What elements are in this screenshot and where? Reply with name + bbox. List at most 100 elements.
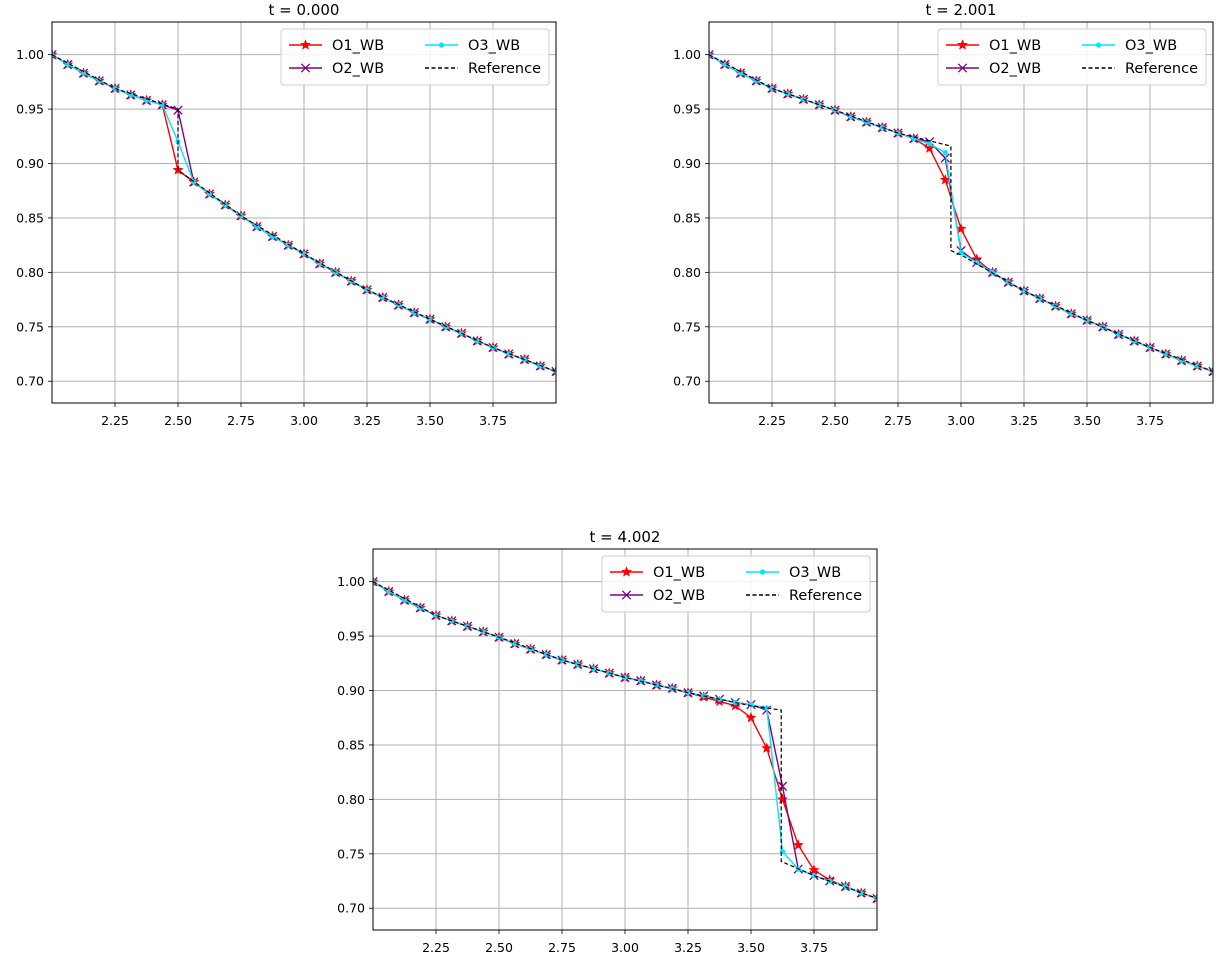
series-line-reference (52, 54, 556, 372)
y-tick-label: 0.95 (673, 102, 701, 117)
legend: O1_WB O2_WB O3_WB Reference (280, 28, 550, 86)
legend-label: O2_WB (332, 61, 384, 77)
legend-marker (438, 42, 445, 48)
x-tick-label: 2.25 (758, 413, 786, 428)
y-tick-label: 0.90 (337, 683, 365, 698)
data-point-o3-wb (543, 651, 549, 658)
x-tick-label: 3.00 (947, 413, 975, 428)
y-tick-label: 0.80 (16, 265, 44, 280)
legend-marker (300, 63, 311, 73)
data-point-o3-wb (480, 629, 486, 635)
data-point-o2-wb (709, 49, 714, 60)
legend-marker (299, 39, 312, 50)
y-tick-label: 0.85 (337, 737, 365, 752)
x-tick-label: 2.25 (101, 413, 129, 428)
data-point-o3-wb (1021, 288, 1027, 294)
legend-label: O2_WB (989, 61, 1041, 77)
x-tick-label: 3.25 (353, 413, 381, 428)
x-tick-label: 3.50 (416, 413, 444, 428)
x-tick-label: 3.75 (800, 940, 828, 955)
x-tick-label: 3.25 (674, 940, 702, 955)
y-tick-label: 0.80 (673, 265, 701, 280)
data-point-o3-wb (427, 316, 433, 322)
data-point-o3-wb (401, 597, 408, 603)
y-tick-label: 0.90 (16, 156, 44, 171)
data-point-o3-wb (506, 351, 512, 357)
legend-marker (620, 566, 633, 577)
data-point-o3-wb (722, 61, 728, 68)
legend-label: O3_WB (468, 38, 520, 54)
x-tick-label: 3.25 (1010, 413, 1038, 428)
x-tick-label: 3.50 (1073, 413, 1101, 428)
x-tick-label: 2.50 (821, 413, 849, 428)
legend-box (601, 555, 871, 613)
data-point-o3-wb (380, 294, 386, 301)
plot-area (52, 48, 556, 377)
legend-marker (957, 63, 968, 73)
chart-panel-3: 2.25 2.50 2.75 3.00 3.25 3.50 3.75 0.70 0.75 0.80… (337, 528, 878, 955)
x-tick-label: 2.75 (548, 940, 576, 955)
axes-frame (372, 548, 878, 931)
legend-marker (956, 39, 969, 50)
legend: O1_WB O2_WB O3_WB Reference (937, 28, 1207, 86)
y-tick-label: 0.85 (16, 210, 44, 225)
data-point-o2-wb (1208, 366, 1213, 377)
x-tick-label: 2.25 (422, 940, 450, 955)
data-point-o3-wb (811, 872, 817, 879)
series-line-reference (373, 581, 877, 899)
data-point-o3-wb (80, 70, 87, 76)
data-point-o3-wb (1068, 311, 1074, 317)
data-point-o2-wb (551, 366, 556, 377)
data-point-o1-wb (745, 711, 757, 723)
x-tick-label: 3.50 (737, 940, 765, 955)
data-point-o3-wb (301, 251, 307, 257)
legend-marker (621, 590, 632, 600)
data-point-o3-wb (879, 124, 885, 131)
legend-label: O3_WB (789, 565, 841, 581)
series-line-reference (709, 54, 1213, 372)
y-tick-label: 0.75 (673, 319, 701, 334)
x-tick-label: 3.75 (479, 413, 507, 428)
chart-title: t = 2.001 (926, 1, 997, 19)
legend-box (937, 28, 1207, 86)
data-point-o2-wb (872, 893, 877, 904)
data-point-o1-wb (808, 864, 820, 875)
y-tick-label: 0.90 (673, 156, 701, 171)
data-point-o3-wb (748, 702, 754, 708)
x-tick-label: 3.00 (611, 940, 639, 955)
legend-box (280, 28, 550, 86)
plot-area (373, 575, 877, 904)
data-point-o1-wb (776, 793, 789, 805)
data-point-o3-wb (254, 224, 260, 230)
data-point-o3-wb (411, 310, 417, 316)
data-point-o3-wb (858, 890, 864, 896)
legend-label: Reference (1125, 61, 1198, 77)
y-tick-label: 1.00 (16, 47, 44, 62)
axes-frame (708, 21, 1214, 404)
y-tick-label: 0.85 (673, 210, 701, 225)
x-tick-label: 3.00 (290, 413, 318, 428)
chart-panel-2: 2.25 2.50 2.75 3.00 3.25 3.50 3.75 0.70 0.75 0.80… (673, 1, 1214, 428)
chart-title: t = 0.000 (269, 1, 340, 19)
y-tick-label: 1.00 (673, 47, 701, 62)
data-point-o3-wb (942, 150, 948, 156)
y-tick-label: 0.70 (16, 374, 44, 389)
data-point-o1-wb (729, 699, 741, 711)
chart-panel-1: 2.25 2.50 2.75 3.00 3.25 3.50 3.75 0.70 0.75 0.80… (16, 1, 557, 428)
x-tick-label: 2.50 (485, 940, 513, 955)
data-point-o1-wb (792, 839, 804, 850)
legend-marker (1095, 42, 1102, 48)
data-point-o2-wb (373, 576, 378, 587)
data-point-o3-wb (65, 61, 71, 68)
data-point-o3-wb (764, 705, 770, 711)
chart-title: t = 4.002 (590, 528, 661, 546)
data-point-o3-wb (1194, 363, 1200, 369)
legend: O1_WB O2_WB O3_WB Reference (601, 555, 871, 613)
y-tick-label: 0.75 (16, 319, 44, 334)
legend-label: O2_WB (653, 588, 705, 604)
legend-label: Reference (468, 61, 541, 77)
legend-label: O1_WB (989, 38, 1041, 54)
data-point-o3-wb (112, 85, 118, 92)
axes-frame (51, 21, 557, 404)
plot-area (709, 48, 1213, 377)
